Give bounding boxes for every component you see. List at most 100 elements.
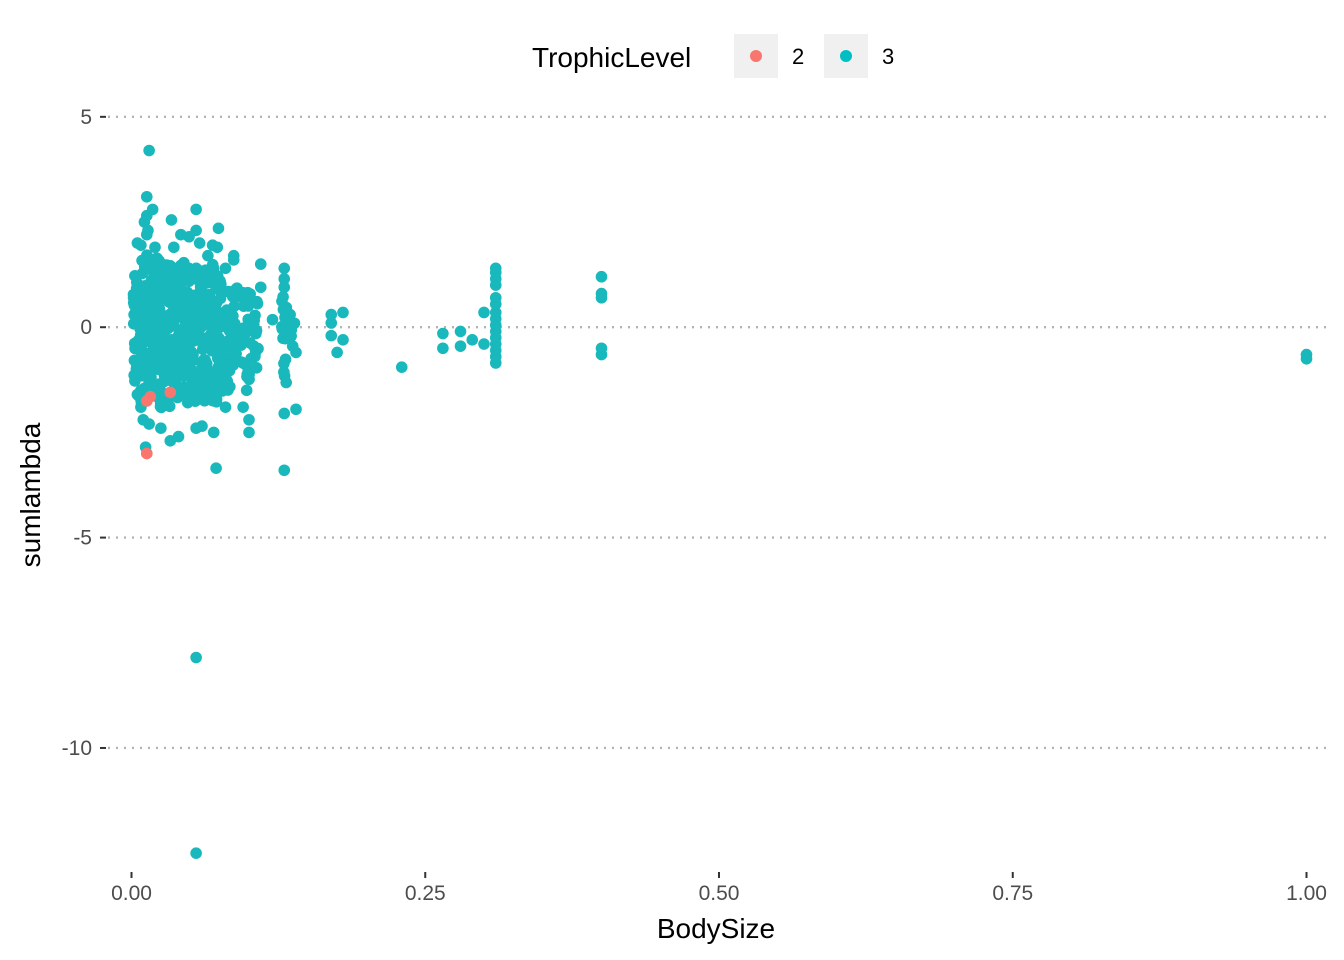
legend-title: TrophicLevel bbox=[532, 42, 691, 73]
data-point bbox=[141, 249, 153, 261]
data-point bbox=[278, 262, 291, 275]
data-point bbox=[137, 413, 150, 426]
x-tick-label: 1.00 bbox=[1286, 882, 1327, 905]
data-point bbox=[325, 308, 338, 321]
data-point bbox=[595, 270, 608, 283]
data-point bbox=[280, 376, 292, 389]
data-point bbox=[254, 281, 267, 294]
data-point bbox=[212, 222, 225, 235]
data-point bbox=[144, 390, 157, 403]
y-tick-label: -5 bbox=[73, 527, 92, 550]
data-point bbox=[187, 348, 199, 361]
data-point bbox=[489, 279, 502, 291]
legend-marker-2 bbox=[750, 50, 762, 62]
data-point bbox=[143, 144, 155, 157]
data-point bbox=[207, 426, 220, 439]
data-point bbox=[595, 291, 608, 304]
data-point bbox=[240, 384, 253, 397]
x-axis: 0.00 0.25 0.50 0.75 1.00 bbox=[111, 872, 1327, 905]
data-point bbox=[235, 335, 248, 348]
data-point bbox=[254, 258, 267, 270]
data-point bbox=[168, 241, 180, 254]
data-point bbox=[290, 403, 302, 416]
data-point bbox=[325, 317, 338, 329]
data-point bbox=[140, 190, 153, 203]
data-point bbox=[337, 334, 349, 346]
x-tick-label: 0.50 bbox=[699, 882, 740, 905]
data-point bbox=[284, 308, 296, 321]
data-point bbox=[140, 228, 153, 241]
data-point bbox=[164, 386, 177, 399]
data-point bbox=[211, 241, 224, 254]
data-point bbox=[250, 361, 263, 374]
data-point bbox=[454, 340, 467, 352]
data-point bbox=[489, 357, 502, 369]
data-point bbox=[193, 237, 206, 249]
data-point bbox=[164, 435, 177, 447]
data-point bbox=[190, 422, 202, 434]
data-point bbox=[337, 306, 349, 319]
data-point bbox=[214, 277, 227, 289]
data-point bbox=[214, 292, 227, 305]
data-point bbox=[478, 306, 490, 319]
y-axis: 5 0 -5 -10 bbox=[62, 106, 106, 760]
gridlines bbox=[108, 115, 1330, 750]
data-point bbox=[210, 395, 223, 408]
data-point bbox=[278, 273, 291, 285]
data-point bbox=[237, 401, 249, 413]
data-point bbox=[190, 224, 202, 237]
data-point bbox=[285, 318, 297, 331]
data-point bbox=[202, 249, 214, 262]
data-point bbox=[331, 346, 343, 359]
data-point bbox=[190, 651, 202, 664]
data-point bbox=[230, 347, 242, 360]
data-point bbox=[437, 342, 449, 355]
data-point bbox=[140, 447, 153, 460]
data-point bbox=[210, 462, 222, 474]
x-tick-label: 0.00 bbox=[111, 882, 152, 905]
x-tick-label: 0.25 bbox=[405, 882, 446, 905]
data-point bbox=[212, 361, 225, 373]
data-point bbox=[228, 300, 241, 313]
data-point bbox=[155, 422, 167, 434]
data-point bbox=[243, 413, 255, 426]
data-point bbox=[595, 348, 608, 361]
data-point bbox=[165, 214, 178, 226]
data-point bbox=[266, 313, 279, 326]
data-point bbox=[278, 281, 291, 294]
data-point bbox=[395, 361, 408, 373]
data-point bbox=[249, 350, 261, 363]
data-point bbox=[153, 302, 166, 315]
data-point bbox=[243, 296, 255, 308]
data-point bbox=[248, 314, 260, 327]
data-point bbox=[277, 291, 289, 303]
data-point bbox=[243, 426, 255, 439]
data-point bbox=[278, 366, 290, 378]
legend-label-2: 2 bbox=[792, 44, 804, 69]
data-point bbox=[220, 377, 232, 389]
data-point bbox=[325, 329, 338, 342]
x-axis-title: BodySize bbox=[657, 913, 775, 944]
data-point bbox=[278, 464, 291, 477]
data-point bbox=[437, 327, 449, 340]
data-point bbox=[213, 332, 225, 344]
data-point bbox=[290, 346, 302, 359]
data-point bbox=[163, 400, 176, 413]
data-point bbox=[149, 241, 161, 254]
data-point bbox=[1300, 352, 1313, 365]
data-point bbox=[278, 407, 291, 420]
data-point bbox=[135, 239, 147, 251]
data-point bbox=[250, 327, 262, 340]
legend-label-3: 3 bbox=[882, 44, 894, 69]
y-tick-label: 0 bbox=[80, 316, 92, 339]
data-point bbox=[227, 254, 240, 266]
data-point bbox=[478, 338, 490, 350]
y-axis-title: sumlambda bbox=[15, 422, 46, 567]
data-point bbox=[454, 325, 467, 338]
data-point bbox=[219, 401, 232, 413]
data-point bbox=[177, 348, 189, 361]
x-tick-label: 0.75 bbox=[992, 882, 1033, 905]
